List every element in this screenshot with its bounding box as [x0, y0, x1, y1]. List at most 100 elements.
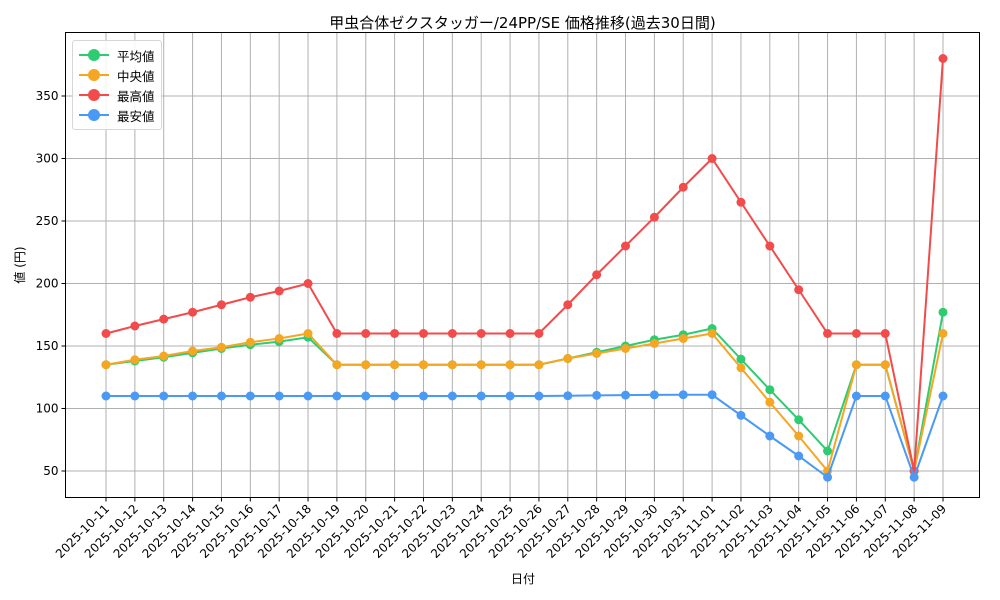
data-point-marker — [332, 329, 342, 338]
y-tick-label: 150 — [36, 339, 59, 353]
data-point-marker — [563, 354, 573, 363]
data-point-marker — [188, 391, 198, 401]
legend-marker-icon — [79, 89, 109, 101]
series-line — [105, 58, 944, 472]
data-point-marker — [505, 391, 515, 401]
data-point-marker — [216, 391, 226, 401]
y-tick-label: 50 — [43, 464, 58, 478]
data-point-marker — [332, 391, 342, 401]
y-axis-label: 値 (円) — [12, 246, 27, 283]
legend-item: 最高値 — [73, 85, 161, 105]
data-point-marker — [707, 329, 717, 338]
legend-marker-icon — [79, 49, 109, 61]
chart-legend: 平均値中央値最高値 最安値 — [72, 40, 162, 130]
data-point-marker — [159, 391, 169, 401]
data-point-marker — [245, 292, 255, 302]
data-point-marker — [332, 360, 342, 370]
data-point-marker — [159, 351, 169, 361]
data-point-marker — [621, 390, 631, 400]
data-point-marker — [274, 391, 284, 401]
data-point-marker — [938, 329, 948, 338]
data-point-marker — [159, 314, 169, 324]
data-point-marker — [303, 391, 313, 401]
data-point-marker — [418, 329, 428, 338]
legend-label: 中央値 — [117, 68, 155, 84]
data-point-marker — [649, 390, 659, 400]
data-point-marker — [390, 329, 400, 338]
data-point-marker — [447, 360, 457, 370]
data-point-marker — [505, 329, 515, 338]
data-point-marker — [736, 197, 746, 207]
data-point-marker — [678, 334, 688, 343]
data-point-marker — [534, 329, 544, 338]
y-tick-label: 350 — [36, 89, 59, 103]
legend-marker-icon — [79, 69, 109, 81]
data-point-marker — [188, 346, 198, 356]
data-point-marker — [216, 300, 226, 310]
data-point-marker — [765, 397, 775, 407]
data-point-marker — [447, 391, 457, 401]
series-line — [105, 332, 944, 474]
data-point-marker — [851, 391, 861, 401]
y-tick-label: 200 — [36, 277, 59, 291]
data-point-marker — [592, 270, 602, 280]
data-point-marker — [476, 329, 486, 338]
data-point-marker — [794, 285, 804, 295]
data-point-marker — [851, 360, 861, 370]
legend-label: 平均値 — [117, 48, 155, 64]
data-point-marker — [390, 360, 400, 370]
data-point-marker — [534, 391, 544, 401]
data-point-marker — [678, 182, 688, 192]
data-point-marker — [418, 360, 428, 370]
data-point-marker — [130, 355, 140, 365]
data-point-marker — [534, 360, 544, 370]
data-point-marker — [736, 354, 746, 364]
data-point-marker — [476, 360, 486, 370]
data-point-marker — [130, 391, 140, 401]
data-point-marker — [447, 329, 457, 338]
data-point-marker — [130, 321, 140, 331]
data-point-marker — [707, 390, 717, 400]
data-point-marker — [880, 360, 890, 370]
data-point-marker — [245, 337, 255, 347]
data-point-marker — [505, 360, 515, 370]
data-point-marker — [794, 415, 804, 425]
data-point-marker — [707, 154, 717, 163]
series-2 — [101, 54, 948, 476]
data-point-marker — [851, 329, 861, 338]
y-axis-ticks: 50 100 150 200 250 300 350 — [36, 89, 66, 478]
data-point-marker — [303, 279, 313, 288]
data-point-marker — [361, 391, 371, 401]
x-axis-ticks: 2025-10-112025-10-122025-10-132025-10-14… — [53, 497, 949, 561]
legend-label: 最高値 — [117, 88, 155, 104]
data-point-marker — [303, 329, 313, 338]
legend-item: 平均値 — [73, 45, 161, 65]
y-tick-label: 300 — [36, 152, 59, 166]
chart-title: 甲虫合体ゼクスタッガー/24PP/SE 価格推移(過去30日間) — [329, 14, 716, 32]
data-point-marker — [418, 391, 428, 401]
plot-area-frame — [65, 32, 980, 498]
data-point-marker — [880, 391, 890, 401]
data-point-marker — [794, 451, 804, 461]
legend-item: 最安値 — [73, 105, 161, 125]
data-point-marker — [765, 385, 775, 395]
series-3 — [101, 390, 948, 482]
data-point-marker — [909, 472, 919, 482]
data-point-marker — [476, 391, 486, 401]
data-point-marker — [823, 329, 833, 338]
data-point-marker — [390, 391, 400, 401]
data-point-marker — [274, 334, 284, 343]
legend-marker-icon — [79, 109, 109, 121]
y-tick-label: 250 — [36, 214, 59, 228]
data-point-marker — [823, 446, 833, 456]
data-point-marker — [736, 363, 746, 373]
data-point-marker — [361, 329, 371, 338]
data-point-marker — [621, 344, 631, 353]
data-point-marker — [765, 241, 775, 251]
series-line — [106, 393, 944, 481]
data-point-marker — [938, 391, 948, 401]
series-line — [105, 312, 944, 472]
data-point-marker — [765, 431, 775, 441]
data-point-marker — [101, 329, 111, 338]
data-point-marker — [274, 286, 284, 296]
